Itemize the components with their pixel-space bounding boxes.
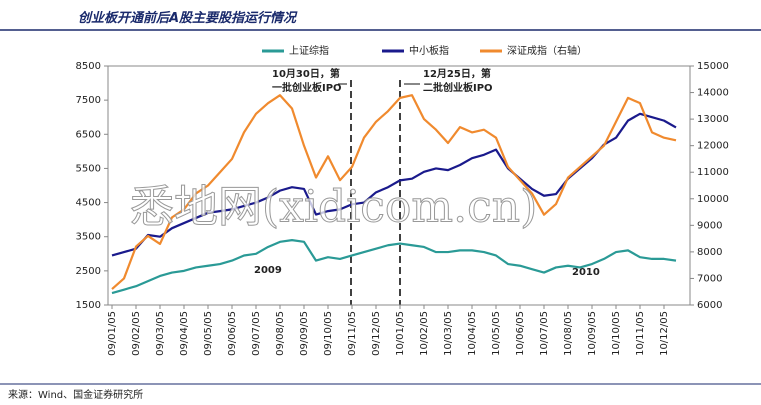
chart-title: 创业板开通前后A股主要股指运行情况 <box>78 10 298 26</box>
y-tick-label: 3500 <box>76 232 101 243</box>
y2-tick-label: 6000 <box>697 300 722 311</box>
x-tick-label: 10/01/05 <box>395 311 406 356</box>
x-tick-label: 10/09/05 <box>587 311 598 356</box>
y-tick-label: 6500 <box>76 129 101 140</box>
legend-label: 上证综指 <box>289 44 329 57</box>
y-tick-label: 8500 <box>76 61 101 72</box>
x-tick-label: 10/11/05 <box>635 311 646 356</box>
x-tick-label: 10/07/05 <box>539 311 550 356</box>
x-tick-label: 10/03/05 <box>443 311 454 356</box>
y2-tick-label: 14000 <box>697 88 729 99</box>
x-tick-label: 09/08/05 <box>275 311 286 356</box>
y2-tick-label: 13000 <box>697 114 729 125</box>
series-line <box>111 112 677 257</box>
x-tick-label: 10/04/05 <box>467 311 478 356</box>
x-tick-label: 09/05/05 <box>203 311 214 356</box>
x-tick-label: 09/06/05 <box>227 311 238 356</box>
x-tick-label: 09/10/05 <box>323 311 334 356</box>
annotation: 二批创业板IPO <box>423 81 493 94</box>
y2-tick-label: 15000 <box>697 61 729 72</box>
y-tick-label: 5500 <box>76 163 101 174</box>
annotation: 10月30日，第 <box>272 67 340 80</box>
legend-label: 中小板指 <box>409 44 449 57</box>
x-tick-label: 10/02/05 <box>419 311 430 356</box>
y-tick-label: 1500 <box>76 300 101 311</box>
x-tick-label: 09/01/05 <box>107 311 118 356</box>
x-tick-label: 09/04/05 <box>179 311 190 356</box>
x-tick-label: 09/07/05 <box>251 311 262 356</box>
x-tick-label: 09/11/05 <box>347 311 358 356</box>
y-tick-label: 4500 <box>76 198 101 209</box>
x-tick-label: 10/06/05 <box>515 311 526 356</box>
legend-label: 深证成指（右轴） <box>507 44 587 57</box>
annotation: 2009 <box>254 265 282 276</box>
y2-tick-label: 7000 <box>697 273 722 284</box>
x-tick-label: 10/10/05 <box>611 311 622 356</box>
y2-tick-label: 11000 <box>697 167 729 178</box>
x-tick-label: 09/03/05 <box>155 311 166 356</box>
x-tick-label: 09/12/05 <box>371 311 382 356</box>
x-tick-label: 09/09/05 <box>299 311 310 356</box>
y2-tick-label: 10000 <box>697 194 729 205</box>
y-tick-label: 2500 <box>76 266 101 277</box>
annotation: 12月25日，第 <box>423 67 491 80</box>
watermark: 悉地网(xidicom.cn) <box>130 182 537 233</box>
x-tick-label: 10/08/05 <box>563 311 574 356</box>
series-line <box>111 239 677 295</box>
plot-frame <box>107 65 691 306</box>
y2-tick-label: 9000 <box>697 220 722 231</box>
x-tick-label: 10/05/05 <box>491 311 502 356</box>
y-tick-label: 7500 <box>76 95 101 106</box>
y2-tick-label: 12000 <box>697 141 729 152</box>
y2-tick-label: 8000 <box>697 247 722 258</box>
series-line <box>111 94 677 290</box>
annotation: 一批创业板IPO <box>272 81 342 94</box>
annotation: 2010 <box>572 267 600 278</box>
source: 来源：Wind、国金证券研究所 <box>8 388 143 401</box>
x-tick-label: 10/12/05 <box>659 311 670 356</box>
x-tick-label: 09/02/05 <box>131 311 142 356</box>
